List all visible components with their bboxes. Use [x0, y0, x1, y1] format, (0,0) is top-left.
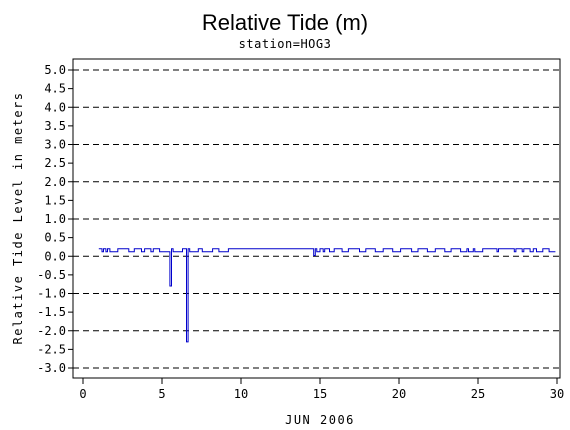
y-axis-label: Relative Tide Level in meters [11, 91, 25, 344]
y-tick-label: 0.5 [44, 231, 66, 245]
series-line [98, 248, 556, 343]
y-tick-label: -2.5 [37, 342, 66, 356]
y-tick-label: 0.0 [44, 249, 66, 263]
y-tick-label: 4.5 [44, 82, 66, 96]
y-tick-label: -0.5 [37, 268, 66, 282]
x-tick-label: 0 [79, 387, 86, 401]
x-tick-label: 5 [158, 387, 165, 401]
grid-lines [73, 69, 560, 369]
y-tick-label: -3.0 [37, 361, 66, 375]
y-tick-label: -1.5 [37, 305, 66, 319]
y-tick-label: 5.0 [44, 63, 66, 77]
y-tick-label: 2.0 [44, 175, 66, 189]
y-tick-label: 4.0 [44, 100, 66, 114]
x-tick-label: 30 [550, 387, 564, 401]
x-axis: 0 5 10 15 20 25 30 [79, 378, 564, 401]
y-tick-label: -1.0 [37, 287, 66, 301]
x-tick-label: 25 [471, 387, 485, 401]
x-axis-label: JUN 2006 [285, 413, 355, 427]
y-tick-label: 3.5 [44, 119, 66, 133]
chart-subtitle: station=HOG3 [239, 37, 332, 51]
x-tick-label: 15 [313, 387, 327, 401]
y-tick-label: 2.5 [44, 156, 66, 170]
x-tick-label: 10 [234, 387, 248, 401]
data-series [98, 248, 556, 343]
y-tick-label: -2.0 [37, 324, 66, 338]
chart-title: Relative Tide (m) [202, 10, 368, 35]
y-tick-label: 1.5 [44, 193, 66, 207]
y-tick-label: 3.0 [44, 138, 66, 152]
y-axis: 5.0 4.5 4.0 3.5 3.0 2.5 2.0 1.5 1.0 0.5 0.0 -0.5 -1.… [37, 63, 73, 375]
y-tick-label: 1.0 [44, 212, 66, 226]
x-tick-label: 20 [392, 387, 406, 401]
